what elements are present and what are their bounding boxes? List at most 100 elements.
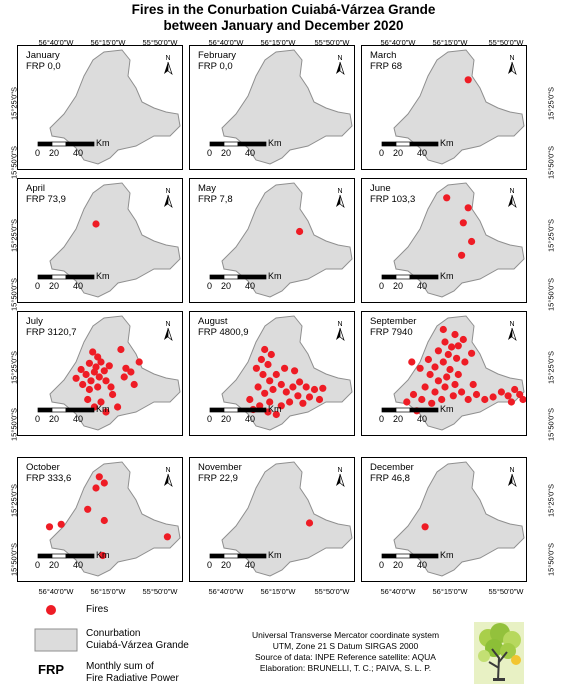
map-panel-october: N October FRP 333,6 0 20 40 Km [17, 457, 183, 582]
scale-bar [381, 553, 439, 559]
fire-point [451, 330, 459, 339]
fire-point [519, 395, 526, 404]
scale-tick-label: 40 [73, 148, 84, 158]
north-arrow-icon: N [336, 55, 345, 75]
scale-tick-label: 20 [221, 148, 232, 158]
lat-label-right-r3-b: 15°50'0"S [546, 408, 556, 441]
fire-point [267, 350, 275, 359]
fire-point [434, 347, 442, 355]
fire-point [489, 393, 497, 401]
scale-tick-label: 20 [221, 281, 232, 291]
map-panel-january: N January FRP 0,0 0 20 40 Km [17, 45, 183, 170]
conurbation-area [393, 182, 525, 298]
scale-unit-label: Km [268, 404, 282, 414]
north-label: N [165, 188, 170, 195]
fire-point [443, 194, 451, 202]
lon-label-top-3: 55°50'0"W [142, 38, 178, 47]
lat-label-right-r4-a: 15°25'0"S [546, 484, 556, 517]
north-arrow-icon: N [164, 188, 173, 208]
fire-point [95, 373, 103, 381]
panel-month-label: October [26, 462, 60, 473]
lon-label-bottom-8: 56°15'0"W [432, 587, 468, 596]
fire-point [105, 362, 113, 370]
fire-point [114, 403, 122, 411]
scale-bar [37, 274, 95, 280]
fire-point [264, 360, 272, 369]
legend-conurbation-symbol [34, 628, 78, 652]
lat-label-right-r2-a: 15°25'0"S [546, 219, 556, 252]
north-label: N [337, 188, 342, 195]
lat-label-right-r2-b: 15°50'0"S [546, 278, 556, 311]
north-label: N [165, 321, 170, 328]
map-panel-june: N June FRP 103,3 0 20 40 Km [361, 178, 527, 303]
fire-point [294, 392, 302, 400]
scale-unit-label: Km [96, 271, 110, 281]
lon-label-top-1: 56°40'0"W [38, 38, 74, 47]
fire-point [409, 390, 418, 399]
scale-tick-label: 0 [379, 148, 385, 158]
panel-frp-value: FRP 0,0 [26, 61, 61, 72]
fire-point [459, 219, 467, 227]
scale-tick-label: 40 [417, 148, 428, 158]
scale-tick-label: 0 [35, 560, 41, 570]
fire-point [102, 377, 110, 385]
fire-point [117, 345, 125, 354]
scale-tick-label: 0 [35, 414, 41, 424]
lon-label-top-9: 55°50'0"W [488, 38, 524, 47]
scale-tick-label: 0 [35, 148, 41, 158]
legend-fire-symbol [46, 605, 56, 615]
map-panel-november: N November FRP 22,9 0 20 40 Km [189, 457, 355, 582]
north-label: N [165, 55, 170, 62]
map-svg: N [381, 461, 525, 577]
scale-tick-label: 0 [379, 281, 385, 291]
fire-point [454, 342, 462, 350]
fire-point [266, 398, 274, 406]
map-svg: N [381, 49, 525, 165]
scale-bar [209, 274, 267, 280]
fire-point [95, 473, 103, 481]
fire-point [261, 345, 269, 354]
lon-label-bottom-4: 56°40'0"W [208, 587, 244, 596]
fire-point [85, 359, 93, 367]
scale-tick-label: 0 [379, 414, 385, 424]
fire-point [135, 358, 143, 366]
panel-frp-value: FRP 103,3 [370, 194, 416, 205]
fire-point [261, 389, 269, 397]
scale-tick-label: 20 [221, 414, 232, 424]
conurbation-area [49, 461, 181, 577]
panel-frp-value: FRP 7,8 [198, 194, 233, 205]
fire-point [57, 520, 65, 528]
legend-frp-abbr: FRP [38, 662, 64, 677]
fire-point [246, 395, 254, 404]
metadata-line4: Elaboration: BRUNELLI, T. C.; PAIVA, S. … [259, 663, 432, 673]
scale-tick-label: 40 [417, 281, 428, 291]
panel-frp-value: FRP 22,9 [198, 473, 238, 484]
fire-point [416, 364, 424, 372]
fire-point [438, 395, 446, 404]
fire-point [464, 204, 472, 212]
fire-point [291, 367, 299, 375]
fire-point [451, 380, 459, 389]
metadata-line2: UTM, Zone 21 S Datum SIRGAS 2000 [272, 641, 419, 651]
fire-point [439, 358, 447, 366]
scale-bar [381, 407, 439, 413]
fire-point [122, 364, 130, 372]
scale-bar [37, 141, 95, 147]
map-panel-march: N March FRP 68 0 20 40 Km [361, 45, 527, 170]
map-panel-may: N May FRP 7,8 0 20 40 Km [189, 178, 355, 303]
scale-tick-label: 40 [245, 560, 256, 570]
fire-point [439, 325, 447, 334]
fire-point [269, 385, 277, 394]
map-svg: N [381, 182, 525, 298]
map-panel-april: N April FRP 73,9 0 20 40 Km [17, 178, 183, 303]
scale-tick-label: 20 [49, 560, 60, 570]
north-arrow-icon: N [508, 188, 517, 208]
fire-point [120, 373, 128, 381]
legend-frp-line1: Monthly sum of [86, 661, 154, 672]
fire-point [504, 392, 512, 400]
fire-point [472, 390, 481, 399]
panel-month-label: December [370, 462, 414, 473]
conurbation-area [221, 461, 353, 577]
legend-conurbation-line2: Cuiabá-Várzea Grande [86, 640, 189, 651]
fire-point [453, 354, 461, 362]
